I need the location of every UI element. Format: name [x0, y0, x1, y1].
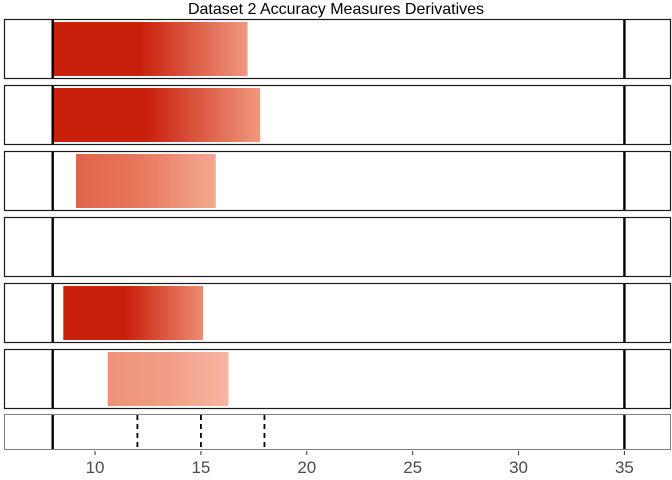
panel-frame: [3, 348, 672, 410]
x-tick-label-10: 10: [86, 458, 105, 477]
chart-title: Dataset 2 Accuracy Measures Derivatives: [187, 1, 485, 18]
bar: [63, 286, 204, 340]
x-tick-label-30: 30: [509, 458, 528, 477]
panels-layer: [3, 18, 672, 450]
panel-2: [3, 84, 672, 146]
panel-7: [4, 414, 671, 450]
x-tick-label-35: 35: [615, 458, 634, 477]
panel-frame: [3, 216, 672, 278]
bar: [52, 88, 261, 142]
x-axis: 10 15 20 25 30 35: [86, 451, 634, 477]
x-tick-label-25: 25: [403, 458, 422, 477]
panel-3: [3, 150, 672, 212]
panel-1: [3, 18, 672, 80]
panel-6: [3, 348, 672, 410]
x-tick-label-15: 15: [191, 458, 210, 477]
panel-5: [3, 282, 672, 344]
panel-4: [3, 216, 672, 278]
panel-frame: [4, 414, 671, 450]
bar: [52, 22, 248, 76]
bar: [75, 154, 216, 208]
x-tick-label-20: 20: [297, 458, 316, 477]
bar: [107, 352, 229, 406]
